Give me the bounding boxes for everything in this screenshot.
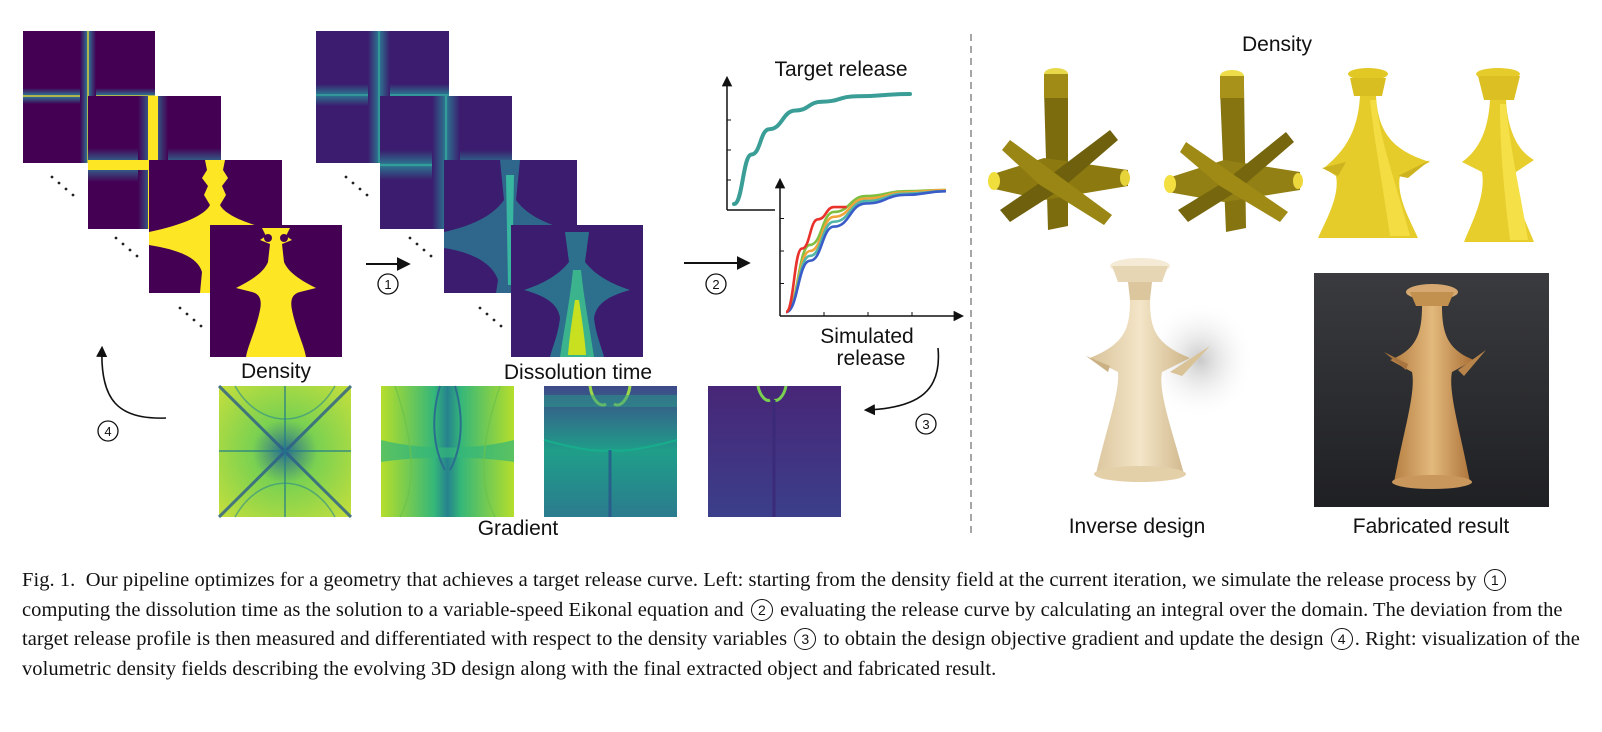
density-3d-jack-1 xyxy=(988,68,1130,230)
simulated-curve-2 xyxy=(785,188,947,314)
fabricated-result-label: Fabricated result xyxy=(1353,515,1510,538)
gradient-label: Gradient xyxy=(478,517,559,540)
caption-fig-label: Fig. 1. xyxy=(22,569,76,591)
step-3-arrow xyxy=(863,347,940,416)
density-3d-vase-1 xyxy=(1318,68,1430,238)
simulated-release-label-2: release xyxy=(837,347,906,370)
target-y-ticks xyxy=(727,119,731,181)
step-1-badge xyxy=(377,273,399,295)
gradient-tile-1 xyxy=(217,384,353,519)
caption-part-1: Our pipeline optimizes for a geometry th… xyxy=(85,569,1477,591)
dissolution-ellipsis-dots xyxy=(344,175,503,328)
inverse-design-label: Inverse design xyxy=(1069,515,1206,538)
target-release-chart xyxy=(721,75,912,211)
step-1-number: 1 xyxy=(384,277,391,292)
step-4-badge xyxy=(97,420,119,442)
caption-step-1: 1 xyxy=(1483,569,1506,591)
simulated-curve-4 xyxy=(785,189,947,314)
simulated-curves xyxy=(784,188,947,314)
caption-part-2: computing the dissolution time as the so… xyxy=(22,598,744,621)
step-2-number: 2 xyxy=(712,277,719,292)
caption-part-4: to obtain the design objective gradient … xyxy=(823,628,1324,650)
step-4-arrow xyxy=(96,345,167,419)
target-release-curve xyxy=(732,92,912,206)
caption-part-5: . Right: visualization of the volumetric… xyxy=(22,628,1580,680)
density-label: Density xyxy=(241,360,312,383)
simulated-release-label-1: Simulated xyxy=(820,325,913,348)
fabricated-result-photo xyxy=(1314,273,1549,507)
caption-step-3: 3 xyxy=(794,628,817,650)
target-release-title: Target release xyxy=(774,58,907,81)
caption-step-4: 4 xyxy=(1330,628,1353,650)
gradient-row xyxy=(217,384,841,519)
gradient-tile-4 xyxy=(708,385,841,517)
gradient-tile-3 xyxy=(543,385,678,517)
density-stack xyxy=(23,31,342,357)
gradient-tile-2 xyxy=(381,385,514,518)
caption-step-2: 2 xyxy=(750,598,773,621)
dissolution-slice-4 xyxy=(511,225,643,357)
density-slice-4 xyxy=(210,225,342,357)
dissolution-stack xyxy=(316,31,643,357)
step-4-number: 4 xyxy=(104,424,111,439)
density-3d-jack-2 xyxy=(1164,70,1303,232)
figure-caption: Fig. 1. Our pipeline optimizes for a geo… xyxy=(22,566,1587,684)
simulated-release-chart xyxy=(774,177,965,322)
dissolution-time-label: Dissolution time xyxy=(504,361,652,384)
density-3d-vase-2 xyxy=(1462,68,1534,242)
step-3-number: 3 xyxy=(922,417,929,432)
sim-axis-ticks xyxy=(780,218,913,316)
step-3-badge xyxy=(915,413,937,435)
simulated-curve-5 xyxy=(784,205,847,314)
step-2-badge xyxy=(705,273,727,295)
inverse-design-render xyxy=(1086,258,1255,482)
stack-ellipsis-dots xyxy=(50,175,203,328)
caption-part-3: evaluating the release curve by calculat… xyxy=(22,598,1563,651)
density-3d-label: Density xyxy=(1242,33,1313,56)
